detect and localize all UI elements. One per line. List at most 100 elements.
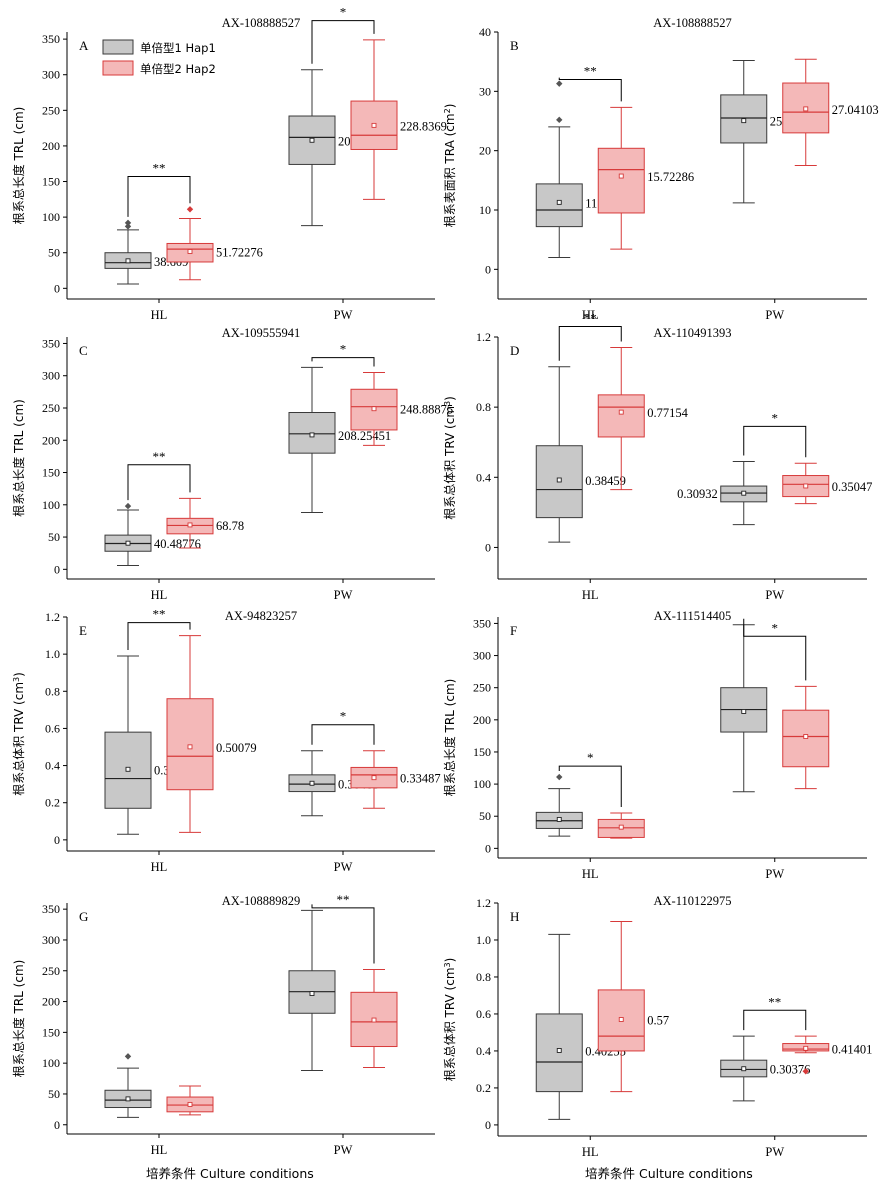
bracket-line	[311, 357, 375, 367]
box-hap2-pw: 0.33487	[350, 750, 441, 809]
y-axis-label-close: )	[12, 672, 26, 677]
y-axis-label-superscript: 3	[443, 401, 452, 406]
x-tick-label: HL	[582, 588, 599, 602]
significance-bracket: **	[558, 63, 622, 102]
outlier-point	[556, 116, 563, 124]
y-tick-label: 100	[42, 210, 60, 224]
outlier-point	[556, 80, 563, 87]
bracket-line	[127, 622, 191, 650]
mean-marker	[803, 734, 809, 739]
x-tick-label: HL	[151, 588, 168, 602]
box-iqr	[597, 989, 645, 1052]
panel-letter: G	[79, 909, 88, 924]
y-tick-label: 0.8	[476, 400, 491, 414]
outlier-point	[124, 223, 132, 230]
y-tick-label: 300	[42, 933, 60, 947]
chart-title: AX-94823257	[225, 609, 297, 623]
box-hap2-hl: 51.72276	[166, 206, 263, 281]
bracket-line	[558, 325, 622, 361]
y-axis-label: 根系总长度 TRL (cm)	[11, 107, 26, 225]
x-tick-label: HL	[582, 1145, 599, 1159]
y-tick-label: 0	[485, 262, 491, 276]
mean-marker	[125, 258, 131, 264]
bracket-line	[311, 20, 375, 64]
y-tick-label: 100	[42, 1056, 60, 1070]
mean-marker	[371, 122, 377, 128]
mean-marker	[187, 1101, 193, 1107]
chart-title: AX-110491393	[653, 326, 731, 340]
panel-letter: A	[79, 38, 89, 53]
x-tick-label: PW	[334, 1143, 353, 1157]
box-hap2-hl: 68.78	[166, 497, 244, 549]
y-tick-label: 0.4	[45, 759, 60, 773]
y-tick-label: 1.2	[45, 610, 60, 624]
y-tick-label: 200	[42, 433, 60, 447]
mean-marker	[371, 406, 377, 412]
box-iqr	[535, 183, 583, 228]
chart-title: AX-108888527	[222, 16, 300, 30]
y-axis-label-close: )	[443, 396, 457, 401]
y-tick-label: 150	[42, 1025, 60, 1039]
x-tick-label: HL	[151, 1143, 168, 1157]
mean-marker	[803, 1045, 809, 1051]
y-tick-label: 0.6	[45, 721, 60, 735]
mean-marker	[741, 1066, 747, 1072]
significance-bracket: *	[311, 342, 375, 367]
y-tick-label: 50	[48, 1087, 60, 1101]
y-tick-label: 0.4	[476, 470, 491, 484]
box-hap1-hl	[104, 1053, 152, 1118]
bracket-line	[743, 618, 807, 681]
box-hap1-pw: 208.25451	[288, 366, 391, 514]
mean-marker	[556, 1048, 562, 1053]
outlier-point	[556, 773, 563, 781]
panel-letter: D	[510, 343, 519, 358]
x-tick-label: HL	[582, 867, 599, 881]
mean-marker	[309, 780, 315, 786]
y-tick-label: 1.2	[476, 330, 491, 344]
significance-label: *	[772, 410, 779, 425]
mean-marker	[618, 1017, 624, 1022]
outlier-point	[124, 219, 132, 227]
y-axis-label-superscript: 3	[12, 677, 21, 682]
y-axis-label: 根系总体积 TRV (cm3)	[12, 672, 27, 796]
bracket-line	[311, 724, 375, 745]
chart-title: AX-110122975	[653, 894, 731, 908]
y-tick-label: 350	[473, 616, 491, 630]
significance-bracket: **	[127, 607, 191, 650]
mean-marker	[125, 540, 131, 546]
mean-marker	[741, 118, 747, 124]
y-axis-label-superscript: 3	[443, 962, 452, 967]
y-tick-label: 0	[54, 281, 60, 295]
x-tick-label: PW	[334, 860, 353, 874]
y-tick-label: 350	[42, 32, 60, 46]
bracket-line	[127, 464, 191, 501]
mean-value-label: 0.30932	[677, 487, 718, 501]
mean-value-label: 0.30376	[770, 1063, 811, 1077]
box-hap2-pw	[782, 685, 830, 790]
y-tick-label: 350	[42, 336, 60, 350]
legend-swatch	[102, 39, 134, 55]
bracket-line	[743, 1009, 807, 1031]
legend: 单倍型1 Hap1 单倍型2 Hap2	[102, 39, 216, 76]
x-tick-label: HL	[151, 860, 168, 874]
box-hap2-pw: 0.35047	[782, 462, 872, 505]
y-tick-label: 200	[42, 995, 60, 1009]
y-tick-label: 1.2	[476, 896, 491, 910]
box-hap2-pw	[350, 969, 398, 1068]
mean-marker	[618, 409, 624, 415]
box-hap2-pw: 228.8369	[350, 39, 447, 200]
significance-label: *	[340, 709, 347, 724]
significance-label: **	[768, 994, 781, 1009]
mean-value-label: 27.04103	[832, 103, 879, 117]
mean-marker	[371, 1017, 377, 1023]
significance-label: **	[584, 63, 597, 78]
y-tick-label: 0.2	[476, 1081, 491, 1095]
box-iqr	[597, 394, 645, 438]
significance-label: *	[340, 342, 347, 357]
y-tick-label: 100	[42, 498, 60, 512]
mean-marker	[803, 106, 809, 112]
